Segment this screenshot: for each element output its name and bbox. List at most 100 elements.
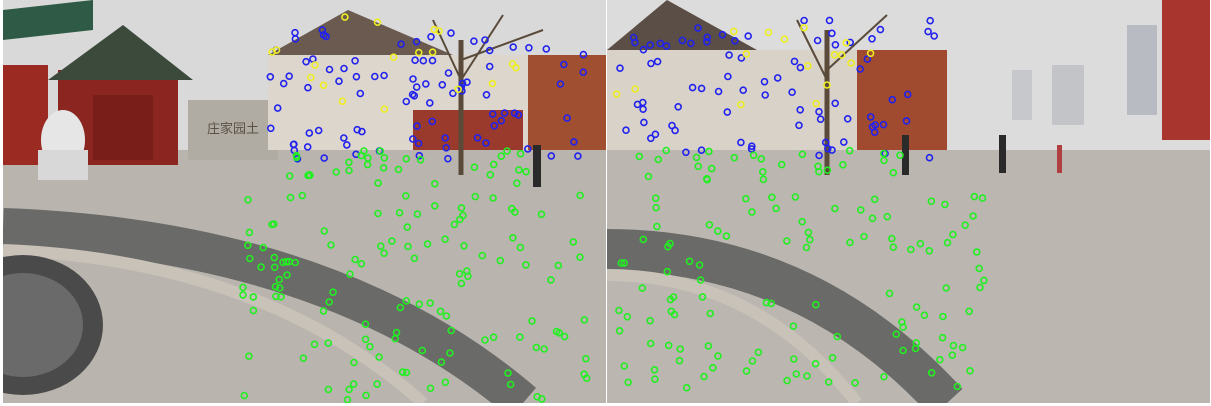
- building-keypoint: [335, 77, 343, 85]
- tree-keypoint: [380, 105, 389, 113]
- ground-keypoint: [576, 191, 585, 200]
- gate-plaque-text: 庄家园土: [207, 121, 259, 137]
- ground-keypoint: [705, 221, 714, 229]
- left-keypoints: [239, 13, 591, 403]
- ground-keypoint: [804, 228, 813, 237]
- ground-keypoint: [332, 168, 341, 176]
- building-keypoint: [795, 121, 803, 130]
- ground-keypoint: [516, 333, 524, 341]
- ground-keypoint: [868, 214, 877, 223]
- ground-keypoint: [695, 261, 704, 269]
- ground-keypoint: [516, 243, 525, 252]
- building-keypoint: [694, 24, 702, 32]
- ground-keypoint: [470, 163, 479, 171]
- ground-keypoint: [828, 353, 837, 362]
- building-keypoint: [640, 118, 648, 127]
- ground-keypoint: [361, 335, 370, 344]
- ground-keypoint: [646, 316, 654, 325]
- ground-keypoint: [620, 259, 629, 267]
- building-keypoint: [320, 154, 329, 162]
- ground-keypoint: [364, 154, 372, 162]
- ground-keypoint: [320, 227, 329, 235]
- tree-keypoint: [842, 38, 851, 47]
- ground-keypoint: [644, 172, 653, 181]
- ground-keypoint: [791, 193, 800, 201]
- ground-keypoint: [388, 237, 396, 245]
- ground-keypoint: [240, 391, 249, 400]
- ground-keypoint: [823, 166, 832, 174]
- ground-keypoint: [883, 212, 892, 221]
- ground-keypoint: [506, 380, 515, 389]
- building-keypoint: [463, 78, 471, 86]
- tree-keypoint: [389, 53, 398, 62]
- ground-keypoint: [976, 283, 984, 292]
- building-keypoint: [285, 72, 294, 80]
- building-keypoint: [662, 42, 671, 50]
- ground-keypoint: [966, 366, 974, 375]
- building-keypoint: [703, 33, 711, 42]
- ground-keypoint: [447, 326, 456, 335]
- building-keypoint: [302, 57, 310, 66]
- ground-keypoint: [418, 346, 427, 355]
- ground-keypoint: [441, 235, 449, 243]
- ground-keypoint: [748, 357, 757, 365]
- ground-keypoint: [958, 343, 967, 352]
- ground-keypoint: [949, 230, 957, 239]
- ground-keypoint: [350, 358, 358, 367]
- tree-keypoint: [612, 90, 621, 98]
- ground-keypoint: [511, 208, 519, 216]
- ground-keypoint: [430, 202, 439, 210]
- ground-keypoint: [402, 368, 411, 377]
- building-keypoint: [796, 106, 804, 114]
- ground-keypoint: [246, 254, 254, 263]
- building-keypoint: [291, 35, 300, 43]
- building-keypoint: [356, 89, 365, 98]
- building-keypoint: [930, 32, 939, 40]
- ground-keypoint: [920, 311, 929, 320]
- ground-keypoint: [345, 166, 353, 175]
- building-keypoint: [737, 54, 746, 62]
- ground-keypoint: [879, 149, 888, 158]
- ground-keypoint: [298, 191, 307, 200]
- tree-keypoint: [508, 60, 517, 68]
- tile-ring: [607, 229, 963, 403]
- ground-keypoint: [722, 232, 731, 240]
- ground-keypoint: [239, 283, 247, 292]
- building-keypoint: [828, 29, 836, 38]
- building-keypoint: [510, 109, 519, 117]
- right-keypoints: [612, 16, 988, 392]
- ground-keypoint: [275, 275, 284, 284]
- building-keypoint: [441, 134, 450, 142]
- tree-keypoint: [373, 18, 382, 27]
- right-photo-panel: [607, 0, 1210, 403]
- tree-keypoint: [454, 85, 463, 94]
- tree-keypoint: [631, 85, 640, 93]
- building-keypoint: [828, 146, 836, 154]
- ground-keypoint: [638, 284, 647, 292]
- ground-keypoint: [345, 385, 353, 394]
- ground-keypoint: [391, 334, 400, 343]
- building-keypoint: [427, 32, 435, 41]
- ground-keypoint: [748, 208, 756, 216]
- building-keypoint: [342, 141, 351, 149]
- ground-keypoint: [885, 289, 894, 298]
- tree-keypoint: [804, 62, 812, 70]
- building-keypoint: [744, 32, 752, 40]
- ground-keypoint: [516, 149, 525, 158]
- ground-keypoint: [833, 332, 842, 341]
- ground-keypoint: [961, 221, 970, 229]
- ground-keypoint: [899, 346, 907, 355]
- ground-keypoint: [547, 276, 555, 284]
- building-keypoint: [639, 105, 647, 113]
- tower-1: [1127, 25, 1157, 115]
- building-keypoint: [273, 104, 282, 112]
- right-building: [528, 55, 606, 150]
- building-keypoint: [688, 83, 697, 92]
- ground-keypoint: [978, 194, 987, 202]
- ground-keypoint: [662, 146, 671, 155]
- ground-keypoint: [373, 380, 381, 388]
- ground-keypoint: [615, 306, 623, 315]
- ground-keypoint: [450, 220, 459, 229]
- ground-keypoint: [803, 372, 811, 380]
- ground-keypoint: [552, 327, 561, 336]
